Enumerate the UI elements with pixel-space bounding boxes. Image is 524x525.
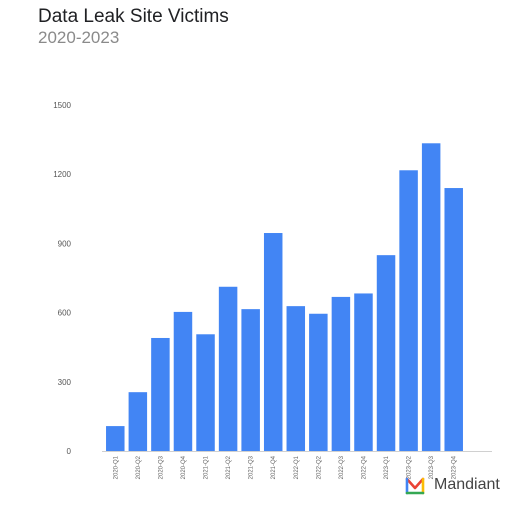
bar [309,313,328,451]
bar [399,170,418,451]
x-tick-label: 2023-Q2 [407,455,413,479]
x-tick-label: 2020-Q1 [113,455,119,479]
bar [286,306,306,451]
x-tick-label: 2023-Q1 [384,455,390,479]
x-tick-label: 2021-Q3 [249,455,255,479]
x-tick-label: 2021-Q4 [271,455,277,479]
bar [173,311,193,451]
y-axis-ticks: 0 300 600 900 1200 1500 [53,101,71,456]
x-tick-label: 2020-Q2 [136,455,142,479]
x-tick-label: 2023-Q4 [452,455,458,479]
bar [376,255,396,451]
chart-subtitle: 2020-2023 [38,28,120,47]
bar [218,286,238,451]
y-tick-label: 600 [58,309,72,318]
bar [444,188,463,452]
bar [106,426,125,451]
chart-title: Data Leak Site Victims [38,6,229,27]
x-tick-label: 2020-Q4 [181,455,187,479]
bar [263,233,283,451]
x-tick-label: 2023-Q3 [429,455,435,479]
y-tick-label: 1200 [53,170,71,179]
y-tick-label: 1500 [53,101,71,110]
bar [331,296,351,451]
bar-series [106,143,463,452]
brand-name: Mandiant [434,476,500,493]
bar [421,143,441,452]
y-tick-label: 0 [67,447,72,456]
bar [354,293,373,451]
x-tick-label: 2022-Q4 [361,455,367,479]
brand-logo: Mandiant [404,474,500,496]
x-tick-label: 2021-Q1 [204,455,210,479]
x-tick-label: 2022-Q2 [316,455,322,479]
mandiant-logo-icon [405,477,425,495]
x-axis-ticks: 2020-Q1 2020-Q2 2020-Q3 2020-Q4 2021-Q1 2021-… [113,455,457,479]
bar [151,337,170,451]
x-tick-label: 2021-Q2 [226,455,232,479]
bar [128,392,148,451]
x-tick-label: 2020-Q3 [158,455,164,479]
x-tick-label: 2022-Q3 [339,455,345,479]
bar [196,334,215,451]
x-tick-label: 2022-Q1 [294,455,300,479]
y-tick-label: 300 [58,378,72,387]
y-tick-label: 900 [58,239,72,248]
bar [241,309,260,451]
